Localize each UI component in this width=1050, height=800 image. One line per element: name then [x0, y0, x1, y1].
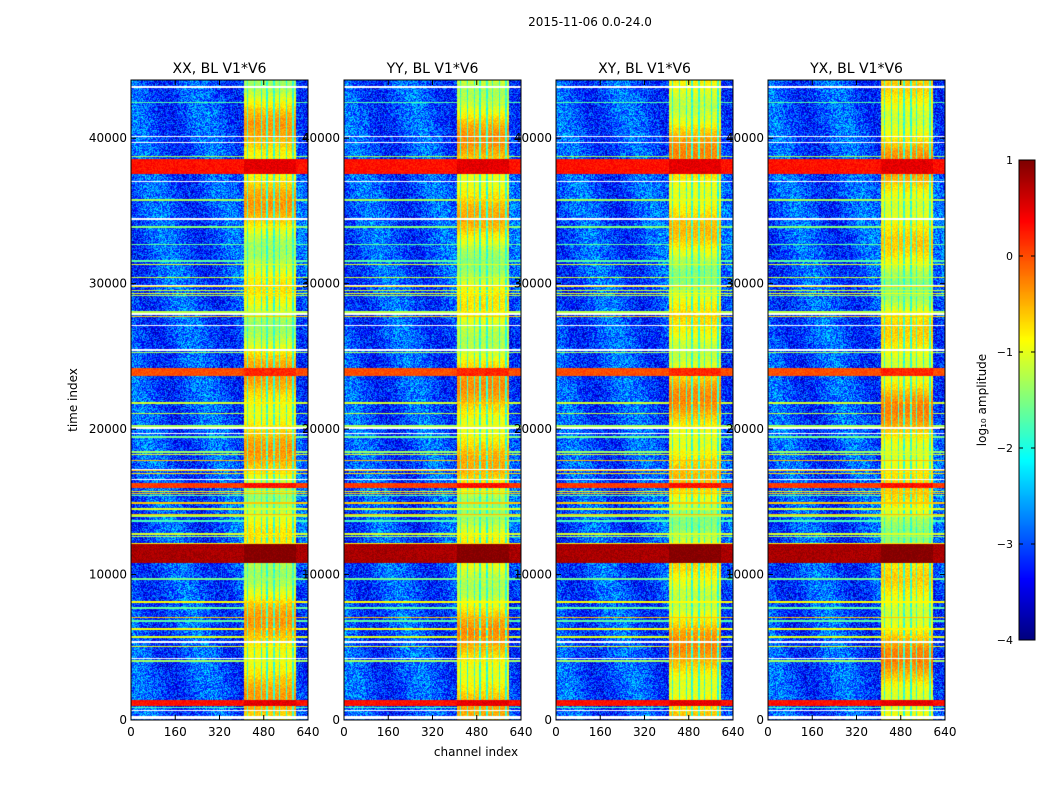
axes-ticks: XX, BL V1*V6 0 160 320 480 640 0 10000 20000 3000… [89, 61, 957, 739]
x-tick-label: 320 [421, 725, 444, 739]
colorbar-tick-label: −1 [997, 346, 1013, 359]
figure-suptitle: 2015-11-06 0.0-24.0 [528, 15, 652, 29]
panel-title: YY, BL V1*V6 [386, 61, 479, 77]
x-tick-label: 480 [465, 725, 488, 739]
colorbar-tick-label: −2 [997, 442, 1013, 455]
x-tick-label: 160 [589, 725, 612, 739]
colorbar-label: log₁₀ amplitude [975, 354, 989, 446]
x-tick-label: 160 [801, 725, 824, 739]
colorbar-frame [1018, 159, 1036, 641]
y-tick-label: 0 [544, 713, 552, 727]
x-tick-label: 480 [252, 725, 275, 739]
x-tick-label: 160 [164, 725, 187, 739]
x-tick-label: 0 [764, 725, 772, 739]
y-tick-label: 40000 [726, 131, 764, 145]
y-tick-label: 20000 [514, 422, 552, 436]
heatmap-image [768, 80, 945, 720]
panel-title: XY, BL V1*V6 [598, 61, 691, 77]
y-tick-label: 30000 [514, 277, 552, 291]
panel-title: XX, BL V1*V6 [173, 61, 267, 77]
colorbar-ticks: 1 0 −1 −2 −3 −4 [997, 154, 1035, 647]
x-tick-label: 0 [340, 725, 348, 739]
colorbar-tick-label: −4 [997, 634, 1013, 647]
y-tick-label: 40000 [514, 131, 552, 145]
y-tick-label: 20000 [726, 422, 764, 436]
colorbar-gradient [1019, 160, 1035, 640]
x-tick-label: 640 [297, 725, 320, 739]
panel-title: YX, BL V1*V6 [809, 61, 903, 77]
y-tick-label: 10000 [514, 568, 552, 582]
y-tick-label: 10000 [726, 568, 764, 582]
y-tick-label: 30000 [89, 277, 127, 291]
heatmap-image [131, 80, 308, 720]
x-tick-label: 0 [552, 725, 560, 739]
heatmap-images [131, 80, 945, 720]
x-tick-label: 480 [677, 725, 700, 739]
y-tick-label: 40000 [302, 131, 340, 145]
x-tick-label: 640 [722, 725, 745, 739]
colorbar-tick-label: 0 [1006, 250, 1013, 263]
y-axis-label: time index [66, 368, 80, 432]
colorbar: 1 0 −1 −2 −3 −4 log₁₀ amplitude [975, 154, 1036, 647]
x-tick-label: 320 [208, 725, 231, 739]
heatmap-image [556, 80, 733, 720]
y-tick-label: 0 [332, 713, 340, 727]
y-tick-label: 10000 [89, 568, 127, 582]
y-tick-label: 0 [119, 713, 127, 727]
y-tick-label: 30000 [726, 277, 764, 291]
x-tick-label: 160 [377, 725, 400, 739]
y-tick-label: 30000 [302, 277, 340, 291]
x-tick-label: 320 [633, 725, 656, 739]
x-axis-label: channel index [434, 745, 518, 759]
colorbar-tick-label: −3 [997, 538, 1013, 551]
y-tick-label: 20000 [89, 422, 127, 436]
x-tick-label: 0 [127, 725, 135, 739]
y-tick-label: 10000 [302, 568, 340, 582]
colorbar-tick-label: 1 [1006, 154, 1013, 167]
y-tick-label: 0 [756, 713, 764, 727]
x-tick-label: 320 [845, 725, 868, 739]
y-tick-label: 40000 [89, 131, 127, 145]
x-tick-label: 480 [889, 725, 912, 739]
x-tick-label: 640 [934, 725, 957, 739]
x-tick-label: 640 [510, 725, 533, 739]
heatmap-image [344, 80, 521, 720]
y-tick-label: 20000 [302, 422, 340, 436]
